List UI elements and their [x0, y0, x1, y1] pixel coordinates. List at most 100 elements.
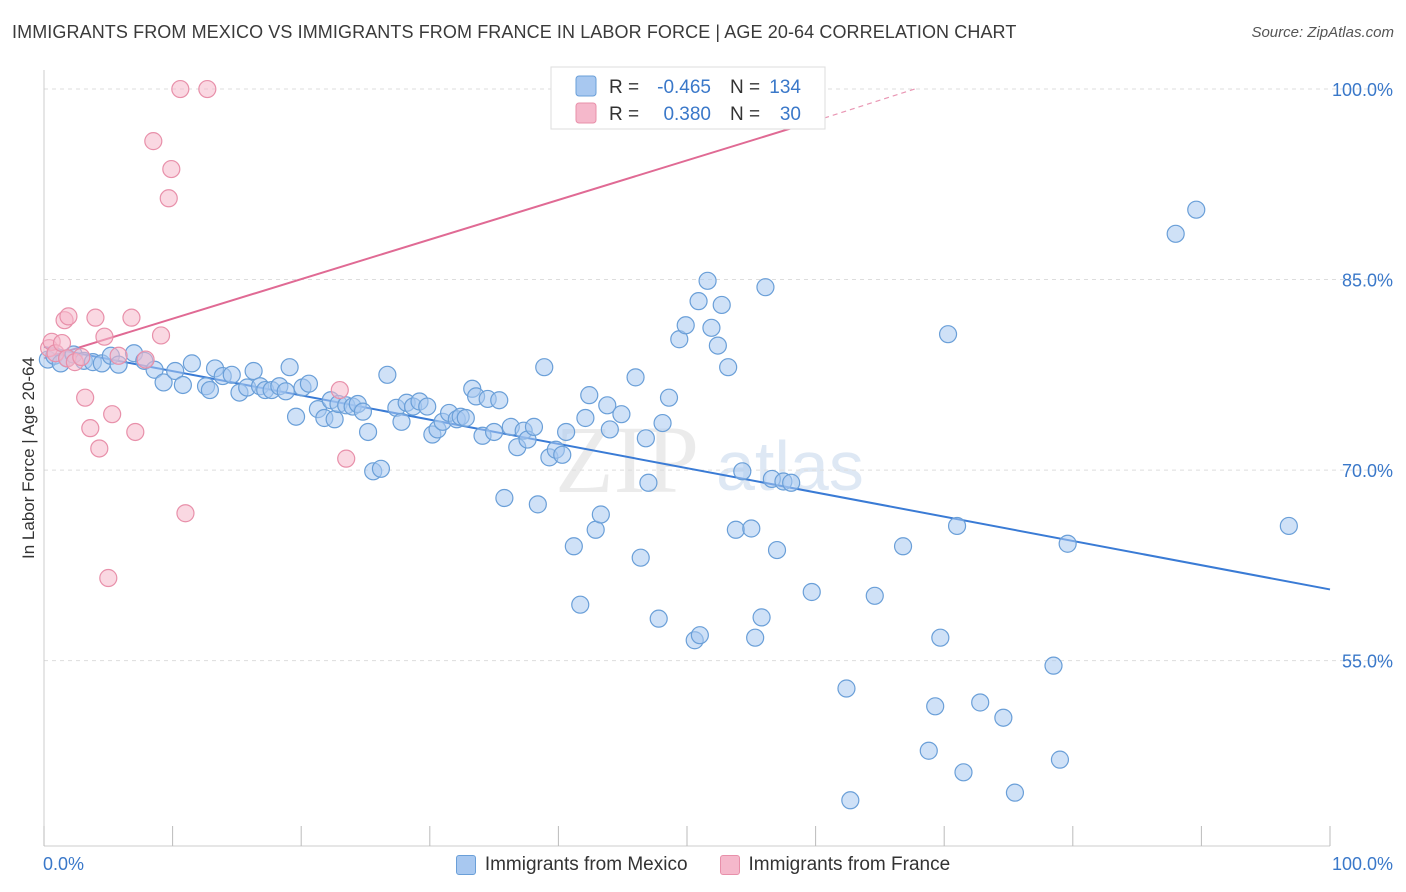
series-france-points [40, 79, 825, 588]
data-point-mexico [553, 445, 572, 464]
data-point-mexico [564, 537, 583, 556]
data-point-mexico [708, 336, 727, 355]
data-point-mexico [535, 358, 554, 377]
y-tick-labels: 100.0% 85.0% 70.0% 55.0% [1332, 80, 1393, 672]
data-point-mexico [580, 386, 599, 405]
watermark-zip: ZIP [555, 406, 699, 513]
data-point-mexico [222, 365, 241, 384]
y-axis-label: In Labor Force | Age 20-64 [19, 357, 38, 559]
stats-legend: R = -0.465 N = 134 R = 0.380 N = 30 [550, 66, 826, 130]
y-tick-label: 55.0% [1342, 652, 1393, 672]
data-point-mexico [244, 361, 263, 381]
stats-n-label-mexico: N = [730, 77, 760, 98]
y-tick-label: 70.0% [1342, 461, 1393, 481]
data-point-mexico [947, 516, 967, 536]
data-point-mexico [485, 422, 504, 442]
data-point-mexico [182, 354, 201, 373]
data-point-france [162, 159, 181, 179]
data-point-mexico [524, 417, 544, 436]
data-point-mexico [280, 358, 299, 377]
data-point-france [95, 327, 114, 346]
stats-r-label-mexico: R = [609, 77, 639, 98]
data-point-mexico [276, 382, 295, 401]
data-point-france [330, 380, 349, 400]
data-point-mexico [865, 586, 884, 605]
data-point-mexico [299, 374, 319, 393]
data-point-mexico [746, 628, 765, 647]
data-point-mexico [938, 325, 958, 344]
data-point-mexico [586, 520, 605, 539]
chart-title: IMMIGRANTS FROM MEXICO VS IMMIGRANTS FRO… [12, 22, 1017, 42]
data-point-mexico [698, 271, 717, 290]
data-point-mexico [631, 548, 650, 567]
data-point-mexico [702, 318, 721, 337]
data-point-mexico [571, 595, 590, 614]
stats-n-label-france: N = [730, 104, 760, 125]
data-point-france [136, 350, 155, 369]
data-point-mexico [528, 495, 547, 514]
watermark: ZIP atlas [555, 406, 864, 513]
data-point-mexico [490, 391, 509, 410]
y-tick-label: 100.0% [1332, 80, 1393, 100]
data-point-mexico [756, 278, 775, 297]
data-point-mexico [166, 361, 185, 381]
data-point-mexico [495, 488, 514, 508]
data-point-france [99, 568, 118, 588]
legend-label-france: Immigrants from France [748, 854, 951, 875]
x-tick-label-min: 0.0% [43, 854, 84, 874]
data-point-mexico [358, 422, 378, 442]
trend-line-mexico [43, 345, 1331, 591]
data-point-mexico [712, 295, 731, 315]
trend-line-france-extension [815, 87, 919, 122]
stats-n-value-mexico: 134 [769, 77, 801, 98]
data-point-mexico [676, 316, 695, 335]
data-point-mexico [576, 408, 595, 428]
data-point-france [122, 308, 141, 327]
data-point-mexico [690, 626, 709, 645]
data-point-mexico [626, 368, 645, 387]
data-point-france [90, 439, 109, 458]
legend-swatch-mexico [455, 855, 476, 875]
legend-item-france: Immigrants from France [719, 850, 951, 880]
data-point-france [59, 307, 78, 326]
data-point-mexico [154, 373, 173, 392]
data-point-mexico [598, 396, 617, 415]
stats-r-value-france: 0.380 [663, 104, 711, 125]
data-point-mexico [286, 407, 306, 426]
data-point-mexico [659, 388, 679, 407]
y-tick-label: 85.0% [1342, 271, 1393, 291]
data-point-mexico [1187, 200, 1206, 219]
legend-label-mexico: Immigrants from Mexico [484, 854, 688, 875]
series-mexico-points [38, 200, 1298, 810]
data-point-mexico [353, 402, 373, 421]
data-point-mexico [1050, 750, 1070, 769]
data-point-mexico [954, 763, 973, 782]
data-point-mexico [636, 429, 655, 448]
data-point-mexico [919, 741, 938, 760]
data-point-france [109, 346, 128, 365]
stats-r-value-mexico: -0.465 [657, 77, 711, 98]
data-point-mexico [1279, 516, 1298, 536]
x-tick-label-max: 100.0% [1332, 854, 1393, 874]
data-point-france [103, 405, 122, 424]
stats-swatch-france [575, 102, 597, 124]
data-point-france [176, 504, 195, 523]
data-point-mexico [837, 679, 856, 698]
data-point-france [76, 388, 95, 407]
data-point-mexico [1166, 224, 1185, 243]
data-point-mexico [841, 791, 860, 810]
data-point-mexico [926, 697, 945, 716]
stats-r-label-france: R = [609, 104, 639, 125]
data-point-mexico [752, 608, 771, 627]
data-point-mexico [653, 413, 672, 433]
data-point-france [151, 326, 171, 345]
data-point-mexico [742, 519, 761, 538]
data-point-mexico [767, 540, 787, 560]
data-point-france [126, 422, 145, 442]
data-point-france [86, 308, 105, 327]
data-point-france [52, 333, 72, 353]
data-point-mexico [726, 520, 745, 539]
data-point-france [81, 419, 100, 438]
data-point-mexico [418, 397, 437, 416]
